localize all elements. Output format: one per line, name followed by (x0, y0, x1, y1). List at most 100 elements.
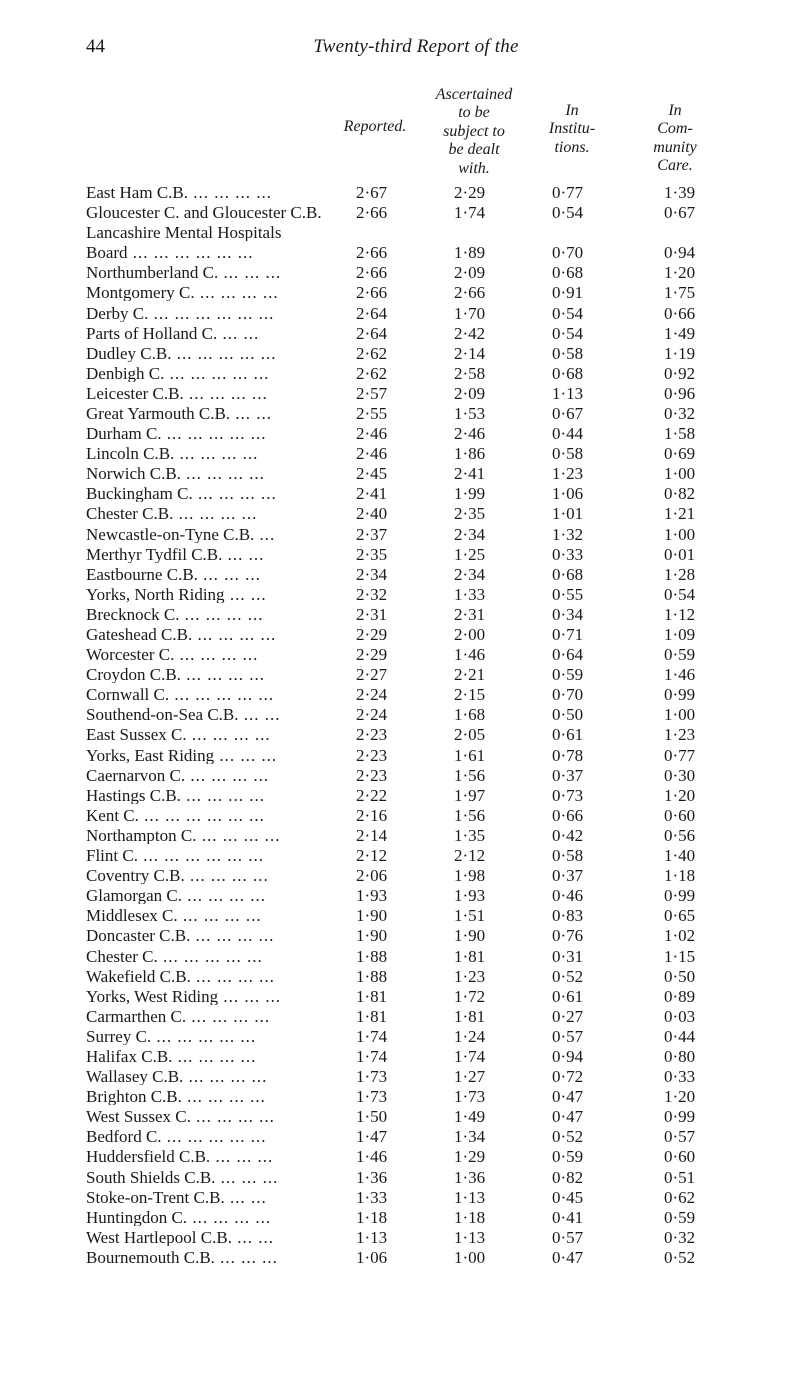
cell-asc: 1·35 (424, 827, 524, 844)
row-name: Huntingdon C. (86, 1209, 187, 1226)
cell-inst: 0·54 (524, 325, 620, 342)
header: 44 Twenty-third Report of the (86, 36, 746, 58)
cell-inst: 0·31 (524, 948, 620, 965)
row-name-cell: Great Yarmouth C.B. ... ... (86, 405, 326, 422)
cell-comm: 0·44 (620, 1028, 730, 1045)
cell-asc: 2·35 (424, 505, 524, 522)
row-name-cell: Wakefield C.B. ... ... ... ... (86, 968, 326, 985)
table-row: Denbigh C. ... ... ... ... ...2·622·580·… (86, 365, 746, 385)
table-row: Northampton C. ... ... ... ...2·141·350·… (86, 827, 746, 847)
cell-rep: 2·55 (326, 405, 424, 422)
row-name: Buckingham C. (86, 485, 193, 502)
running-title: Twenty-third Report of the (120, 36, 712, 58)
row-name: Montgomery C. (86, 284, 195, 301)
leader-dots: ... ... ... ... (192, 626, 276, 643)
row-name-cell: Carmarthen C. ... ... ... ... (86, 1008, 326, 1025)
cell-rep: 1·13 (326, 1229, 424, 1246)
cell-inst: 0·76 (524, 927, 620, 944)
cell-inst: 0·68 (524, 566, 620, 583)
cell-rep: 2·31 (326, 606, 424, 623)
cell-rep: 2·23 (326, 747, 424, 764)
cell-rep: 1·50 (326, 1108, 424, 1125)
row-name: Brighton C.B. (86, 1088, 182, 1105)
table-row: Chester C. ... ... ... ... ...1·881·810·… (86, 948, 746, 968)
row-name-cell: Newcastle-on-Tyne C.B. ... (86, 526, 326, 543)
cell-comm: 0·99 (620, 686, 730, 703)
cell-comm: 1·28 (620, 566, 730, 583)
cell-rep: 2·32 (326, 586, 424, 603)
cell-inst: 0·55 (524, 586, 620, 603)
cell-asc: 1·24 (424, 1028, 524, 1045)
cell-comm: 0·50 (620, 968, 730, 985)
row-name: West Hartlepool C.B. (86, 1229, 232, 1246)
cell-rep: 2·29 (326, 626, 424, 643)
cell-inst: 0·58 (524, 345, 620, 362)
cell-rep: 2·66 (326, 244, 424, 261)
cell-comm: 0·99 (620, 887, 730, 904)
table-row: Dudley C.B. ... ... ... ... ...2·622·140… (86, 345, 746, 365)
leader-dots: ... ... ... ... ... ... (148, 305, 274, 322)
cell-rep: 1·73 (326, 1068, 424, 1085)
cell-rep: 2·46 (326, 445, 424, 462)
cell-inst: 0·82 (524, 1169, 620, 1186)
row-name-cell: Glamorgan C. ... ... ... ... (86, 887, 326, 904)
row-name-cell: East Ham C.B. ... ... ... ... (86, 184, 326, 201)
row-name: Flint C. (86, 847, 138, 864)
row-name: West Sussex C. (86, 1108, 191, 1125)
cell-rep: 2·24 (326, 706, 424, 723)
cell-inst: 0·50 (524, 706, 620, 723)
cell-asc: 1·53 (424, 405, 524, 422)
cell-comm: 0·99 (620, 1108, 730, 1125)
leader-dots: ... ... ... ... (181, 787, 265, 804)
cell-comm: 0·82 (620, 485, 730, 502)
cell-comm: 0·59 (620, 1209, 730, 1226)
cell-comm: 0·69 (620, 445, 730, 462)
table-row: Montgomery C. ... ... ... ...2·662·660·9… (86, 284, 746, 304)
cell-rep: 2·24 (326, 686, 424, 703)
cell-inst: 0·58 (524, 445, 620, 462)
row-name-cell: Worcester C. ... ... ... ... (86, 646, 326, 663)
leader-dots: ... ... (225, 1189, 267, 1206)
leader-dots: ... ... ... ... (182, 887, 266, 904)
cell-comm: 0·32 (620, 1229, 730, 1246)
col-header-reported: Reported. (326, 86, 424, 178)
row-name: Board (86, 244, 128, 261)
row-name-cell: Doncaster C.B. ... ... ... ... (86, 927, 326, 944)
table-row: Parts of Holland C. ... ...2·642·420·541… (86, 325, 746, 345)
cell-rep: 2·66 (326, 204, 424, 221)
row-name: Bournemouth C.B. (86, 1249, 215, 1266)
cell-asc: 1·99 (424, 485, 524, 502)
cell-inst: 0·72 (524, 1068, 620, 1085)
row-name-cell: Flint C. ... ... ... ... ... ... (86, 847, 326, 864)
cell-asc: 1·97 (424, 787, 524, 804)
column-headers-row: Reported. Ascertained to be subject to b… (86, 86, 746, 178)
cell-comm: 1·18 (620, 867, 730, 884)
row-name: Gateshead C.B. (86, 626, 192, 643)
row-name-cell: Merthyr Tydfil C.B. ... ... (86, 546, 326, 563)
cell-inst: 1·06 (524, 485, 620, 502)
cell-rep: 1·93 (326, 887, 424, 904)
table-row: Merthyr Tydfil C.B. ... ...2·351·250·330… (86, 546, 746, 566)
cell-comm: 0·62 (620, 1189, 730, 1206)
leader-dots: ... ... ... ... ... ... (128, 244, 254, 261)
cell-inst: 0·94 (524, 1048, 620, 1065)
leader-dots: ... ... ... ... (195, 284, 279, 301)
cell-asc: 1·72 (424, 988, 524, 1005)
cell-inst: 1·32 (524, 526, 620, 543)
table-row: Leicester C.B. ... ... ... ...2·572·091·… (86, 385, 746, 405)
table-row: Hastings C.B. ... ... ... ...2·221·970·7… (86, 787, 746, 807)
cell-inst: 0·44 (524, 425, 620, 442)
table-row: East Ham C.B. ... ... ... ...2·672·290·7… (86, 184, 746, 204)
leader-dots: ... ... (222, 546, 264, 563)
cell-rep: 2·66 (326, 284, 424, 301)
cell-comm: 1·12 (620, 606, 730, 623)
row-name-cell: Croydon C.B. ... ... ... ... (86, 666, 326, 683)
row-name-cell: East Sussex C. ... ... ... ... (86, 726, 326, 743)
cell-inst: 1·01 (524, 505, 620, 522)
leader-dots: ... ... ... ... (186, 1008, 270, 1025)
leader-dots: ... ... (232, 1229, 274, 1246)
cell-asc: 2·00 (424, 626, 524, 643)
row-name-cell: Huntingdon C. ... ... ... ... (86, 1209, 326, 1226)
cell-asc: 1·90 (424, 927, 524, 944)
cell-rep: 2·34 (326, 566, 424, 583)
